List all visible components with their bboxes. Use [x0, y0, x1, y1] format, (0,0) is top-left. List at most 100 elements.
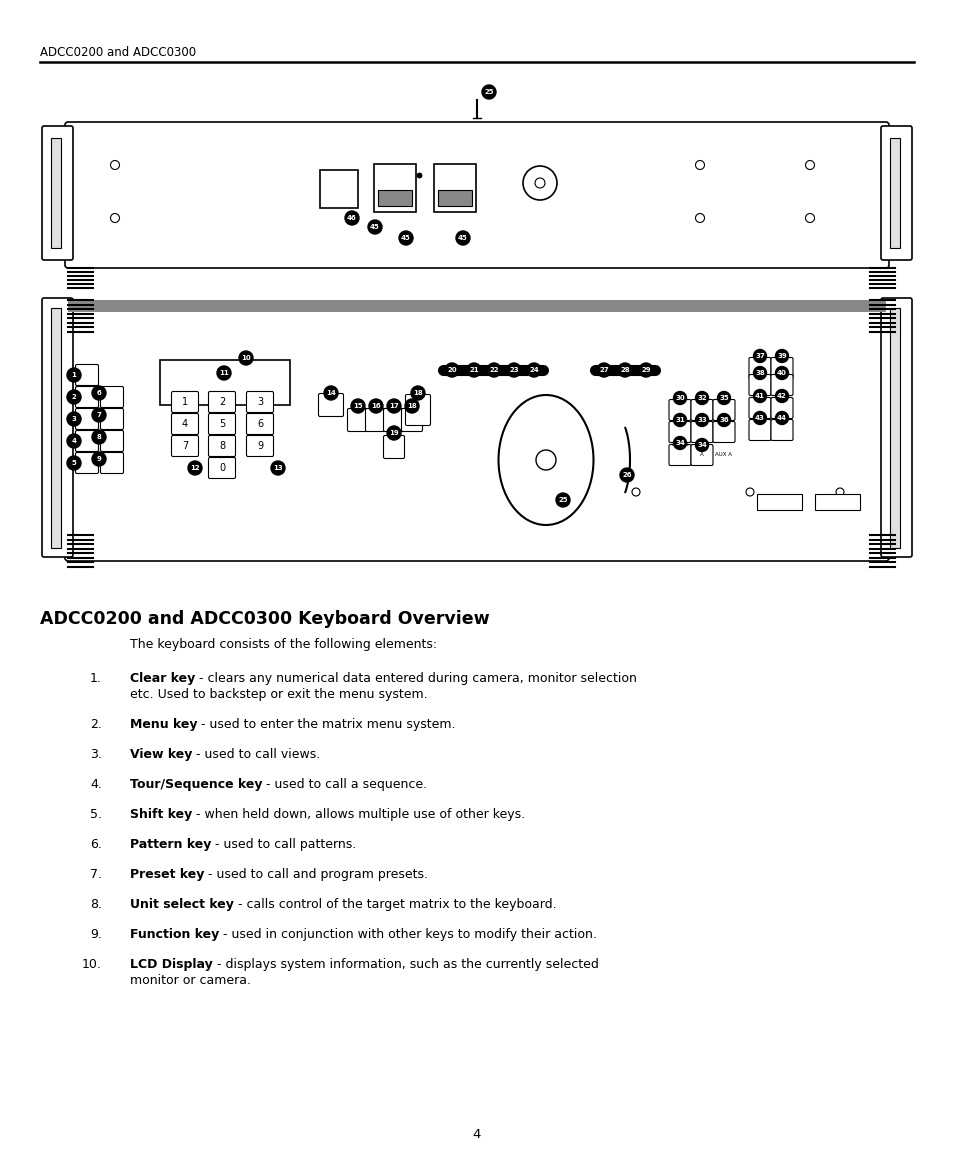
- Circle shape: [271, 461, 285, 475]
- FancyBboxPatch shape: [880, 126, 911, 260]
- Text: Menu key: Menu key: [130, 717, 197, 731]
- FancyBboxPatch shape: [209, 458, 235, 479]
- Text: 5: 5: [218, 420, 225, 429]
- Text: Preset key: Preset key: [130, 868, 204, 881]
- Bar: [757, 494, 801, 510]
- Text: 16: 16: [371, 403, 380, 409]
- Circle shape: [398, 231, 413, 245]
- Circle shape: [387, 399, 400, 413]
- Text: 10: 10: [241, 355, 251, 360]
- Circle shape: [753, 350, 765, 363]
- Text: Function key: Function key: [130, 928, 219, 941]
- FancyBboxPatch shape: [100, 430, 123, 452]
- Text: 23: 23: [509, 367, 518, 373]
- Text: 28: 28: [619, 367, 629, 373]
- Circle shape: [91, 430, 106, 444]
- Text: - calls control of the target matrix to the keyboard.: - calls control of the target matrix to …: [233, 898, 556, 911]
- Text: - used in conjunction with other keys to modify their action.: - used in conjunction with other keys to…: [219, 928, 597, 941]
- Text: 34: 34: [697, 442, 706, 449]
- Text: 4: 4: [182, 420, 188, 429]
- FancyBboxPatch shape: [209, 436, 235, 457]
- Circle shape: [775, 350, 788, 363]
- Text: 8.: 8.: [90, 898, 102, 911]
- Text: ADCC0200 and ADCC0300: ADCC0200 and ADCC0300: [40, 46, 196, 59]
- Text: 9: 9: [256, 442, 263, 451]
- Text: 11: 11: [219, 370, 229, 376]
- Circle shape: [695, 392, 708, 404]
- Text: - when held down, allows multiple use of other keys.: - when held down, allows multiple use of…: [193, 808, 525, 821]
- FancyBboxPatch shape: [347, 408, 368, 431]
- Text: 18: 18: [407, 403, 416, 409]
- Text: 1: 1: [71, 372, 76, 378]
- Text: 6: 6: [256, 420, 263, 429]
- Text: - clears any numerical data entered during camera, monitor selection: - clears any numerical data entered duri…: [195, 672, 637, 685]
- Text: 43: 43: [754, 415, 764, 421]
- Circle shape: [506, 363, 520, 377]
- Circle shape: [753, 389, 765, 402]
- FancyBboxPatch shape: [75, 452, 98, 474]
- Text: 14: 14: [326, 389, 335, 396]
- FancyBboxPatch shape: [880, 298, 911, 557]
- FancyBboxPatch shape: [690, 445, 712, 466]
- FancyBboxPatch shape: [246, 436, 274, 457]
- FancyBboxPatch shape: [712, 422, 734, 443]
- FancyBboxPatch shape: [42, 298, 73, 557]
- FancyBboxPatch shape: [383, 408, 404, 431]
- Text: 27: 27: [598, 367, 608, 373]
- Circle shape: [486, 363, 500, 377]
- Text: 40: 40: [777, 370, 786, 376]
- Text: 45: 45: [370, 224, 379, 229]
- Bar: [374, 165, 416, 212]
- FancyBboxPatch shape: [42, 126, 73, 260]
- Text: 33: 33: [697, 417, 706, 423]
- Text: 2: 2: [71, 394, 76, 400]
- Circle shape: [188, 461, 202, 475]
- Text: 4.: 4.: [90, 778, 102, 790]
- FancyBboxPatch shape: [318, 394, 343, 416]
- Circle shape: [753, 411, 765, 424]
- Text: 21: 21: [469, 367, 478, 373]
- Text: 1.: 1.: [90, 672, 102, 685]
- Text: 29: 29: [640, 367, 650, 373]
- Text: - used to enter the matrix menu system.: - used to enter the matrix menu system.: [197, 717, 456, 731]
- FancyBboxPatch shape: [690, 422, 712, 443]
- FancyBboxPatch shape: [401, 408, 422, 431]
- FancyBboxPatch shape: [770, 420, 792, 440]
- Circle shape: [324, 386, 337, 400]
- Circle shape: [717, 414, 730, 427]
- Text: - used to call a sequence.: - used to call a sequence.: [262, 778, 427, 790]
- Circle shape: [467, 363, 480, 377]
- Text: The keyboard consists of the following elements:: The keyboard consists of the following e…: [130, 637, 436, 651]
- FancyBboxPatch shape: [668, 422, 690, 443]
- FancyBboxPatch shape: [668, 445, 690, 466]
- Text: 20: 20: [447, 367, 456, 373]
- Circle shape: [717, 392, 730, 404]
- Text: 22: 22: [489, 367, 498, 373]
- Text: 35: 35: [719, 395, 728, 401]
- Text: 8: 8: [218, 442, 225, 451]
- Text: 3.: 3.: [90, 748, 102, 761]
- Circle shape: [618, 363, 631, 377]
- Text: 45: 45: [400, 235, 411, 241]
- Bar: [437, 190, 472, 206]
- Text: 5: 5: [71, 460, 76, 466]
- Text: 0: 0: [218, 462, 225, 473]
- Circle shape: [597, 363, 610, 377]
- Text: 10.: 10.: [82, 958, 102, 971]
- Circle shape: [753, 366, 765, 379]
- Bar: [889, 308, 899, 548]
- Circle shape: [405, 399, 418, 413]
- FancyBboxPatch shape: [748, 357, 770, 379]
- Text: 45: 45: [457, 235, 467, 241]
- Text: 6.: 6.: [90, 838, 102, 851]
- Text: 9.: 9.: [90, 928, 102, 941]
- Circle shape: [673, 392, 686, 404]
- Text: 6: 6: [96, 389, 101, 396]
- FancyBboxPatch shape: [75, 430, 98, 452]
- FancyBboxPatch shape: [383, 436, 404, 459]
- Text: 30: 30: [675, 395, 684, 401]
- Text: etc. Used to backstep or exit the menu system.: etc. Used to backstep or exit the menu s…: [130, 688, 427, 701]
- Text: 15: 15: [353, 403, 362, 409]
- Bar: [889, 138, 899, 248]
- Bar: [68, 300, 885, 312]
